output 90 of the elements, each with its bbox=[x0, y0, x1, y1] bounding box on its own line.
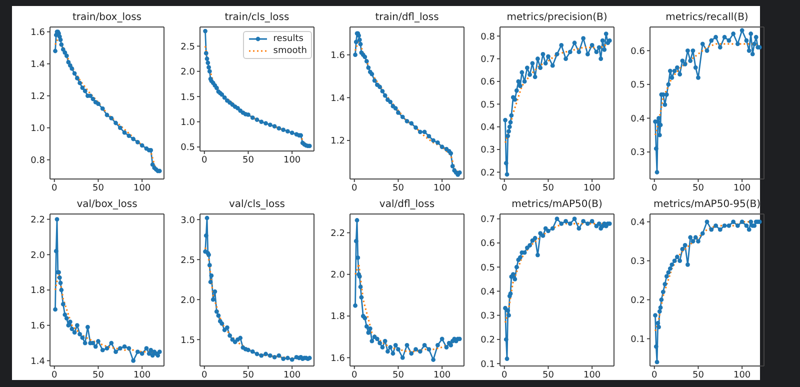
y-tick-label: 1.5 bbox=[180, 336, 195, 346]
x-tick-label: 50 bbox=[692, 370, 704, 380]
y-tick-label: 2.2 bbox=[30, 215, 45, 226]
y-tick-label: 1.5 bbox=[180, 92, 195, 103]
y-tick-label: 1.0 bbox=[30, 124, 46, 134]
legend-label: results bbox=[273, 33, 304, 45]
chart-title: train/dfl_loss bbox=[374, 11, 440, 25]
y-tick-label: 0.5 bbox=[630, 80, 645, 91]
chart-title: metrics/precision(B) bbox=[506, 11, 608, 25]
y-tick-label: 1.4 bbox=[30, 356, 46, 367]
x-tick-label: 0 bbox=[52, 183, 58, 194]
x-tick-label: 100 bbox=[283, 155, 301, 166]
x-tick-label: 50 bbox=[542, 370, 554, 380]
x-tick-label: 50 bbox=[392, 183, 404, 194]
y-tick-label: 2.0 bbox=[30, 250, 46, 261]
x-tick-label: 100 bbox=[583, 370, 601, 380]
y-tick-label: 1.6 bbox=[330, 354, 346, 364]
x-tick-label: 100 bbox=[283, 370, 301, 380]
y-tick-label: 1.8 bbox=[330, 312, 346, 322]
chart-title: val/cls_loss bbox=[228, 198, 286, 212]
y-tick-label: 2.0 bbox=[330, 270, 346, 281]
chart-title: val/dfl_loss bbox=[378, 198, 436, 212]
x-tick-label: 100 bbox=[433, 183, 451, 194]
x-tick-label: 50 bbox=[242, 155, 254, 166]
y-tick-label: 1.8 bbox=[30, 286, 46, 296]
x-tick-label: 0 bbox=[652, 183, 658, 194]
y-tick-label: 0.4 bbox=[630, 218, 646, 228]
y-tick-label: 0.5 bbox=[180, 143, 195, 154]
y-tick-label: 0.1 bbox=[480, 360, 495, 370]
x-tick-label: 100 bbox=[733, 183, 751, 194]
y-tick-label: 0.4 bbox=[480, 287, 496, 298]
x-tick-label: 0 bbox=[352, 183, 358, 194]
y-tick-label: 0.2 bbox=[630, 296, 645, 306]
y-tick-label: 1.0 bbox=[180, 118, 196, 128]
y-tick-label: 1.2 bbox=[30, 92, 45, 102]
y-tick-label: 0.5 bbox=[480, 263, 495, 274]
x-tick-label: 0 bbox=[502, 370, 508, 380]
x-tick-label: 0 bbox=[652, 370, 658, 380]
y-tick-label: 3.0 bbox=[180, 216, 196, 226]
y-tick-label: 0.6 bbox=[480, 78, 496, 88]
y-tick-label: 0.5 bbox=[480, 100, 495, 110]
y-tick-label: 1.4 bbox=[330, 94, 346, 104]
y-tick-label: 1.6 bbox=[330, 51, 346, 62]
x-tick-label: 100 bbox=[133, 183, 151, 194]
x-tick-label: 0 bbox=[352, 370, 358, 380]
y-tick-label: 1.6 bbox=[30, 28, 46, 38]
y-tick-label: 0.3 bbox=[480, 312, 495, 322]
y-tick-label: 0.8 bbox=[480, 32, 496, 42]
y-tick-label: 0.7 bbox=[480, 54, 495, 65]
y-tick-label: 0.2 bbox=[480, 168, 495, 178]
x-tick-label: 100 bbox=[133, 370, 151, 380]
chart-title: train/cls_loss bbox=[224, 11, 290, 25]
y-tick-label: 0.4 bbox=[630, 114, 646, 124]
x-tick-label: 0 bbox=[202, 155, 208, 166]
y-tick-label: 0.1 bbox=[630, 334, 645, 345]
x-tick-label: 50 bbox=[242, 370, 254, 380]
y-tick-label: 0.3 bbox=[630, 148, 645, 158]
y-tick-label: 0.3 bbox=[480, 146, 495, 156]
x-tick-label: 50 bbox=[692, 183, 704, 194]
y-tick-label: 2.0 bbox=[180, 68, 196, 78]
x-tick-label: 50 bbox=[542, 183, 554, 194]
x-tick-label: 50 bbox=[392, 370, 404, 380]
chart-title: val/box_loss bbox=[76, 198, 138, 212]
y-tick-label: 0.4 bbox=[480, 123, 496, 134]
y-tick-label: 0.7 bbox=[480, 215, 495, 226]
x-tick-label: 0 bbox=[502, 183, 508, 194]
y-tick-label: 2.2 bbox=[330, 228, 345, 239]
y-tick-label: 1.4 bbox=[30, 60, 46, 70]
x-tick-label: 100 bbox=[433, 370, 451, 380]
y-tick-label: 2.5 bbox=[180, 42, 195, 52]
chart-title: metrics/mAP50-95(B) bbox=[652, 198, 762, 212]
y-tick-label: 0.2 bbox=[480, 336, 495, 346]
y-tick-label: 1.6 bbox=[30, 322, 46, 332]
x-tick-label: 50 bbox=[92, 183, 104, 194]
x-tick-label: 0 bbox=[202, 370, 208, 380]
y-tick-label: 2.0 bbox=[180, 296, 196, 306]
legend-label: smooth bbox=[273, 45, 307, 57]
chart-title: metrics/recall(B) bbox=[664, 11, 750, 25]
y-tick-label: 0.8 bbox=[30, 156, 46, 166]
y-tick-label: 0.6 bbox=[480, 239, 496, 250]
x-tick-label: 50 bbox=[92, 370, 104, 380]
x-tick-label: 100 bbox=[733, 370, 751, 380]
chart-title: metrics/mAP50(B) bbox=[510, 198, 604, 212]
y-tick-label: 0.6 bbox=[630, 46, 646, 57]
y-tick-label: 0.3 bbox=[630, 256, 645, 267]
chart-title: train/box_loss bbox=[71, 11, 143, 25]
x-tick-label: 100 bbox=[583, 183, 601, 194]
x-tick-label: 0 bbox=[52, 370, 58, 380]
y-tick-label: 2.5 bbox=[180, 256, 195, 266]
y-tick-label: 1.2 bbox=[330, 136, 345, 147]
